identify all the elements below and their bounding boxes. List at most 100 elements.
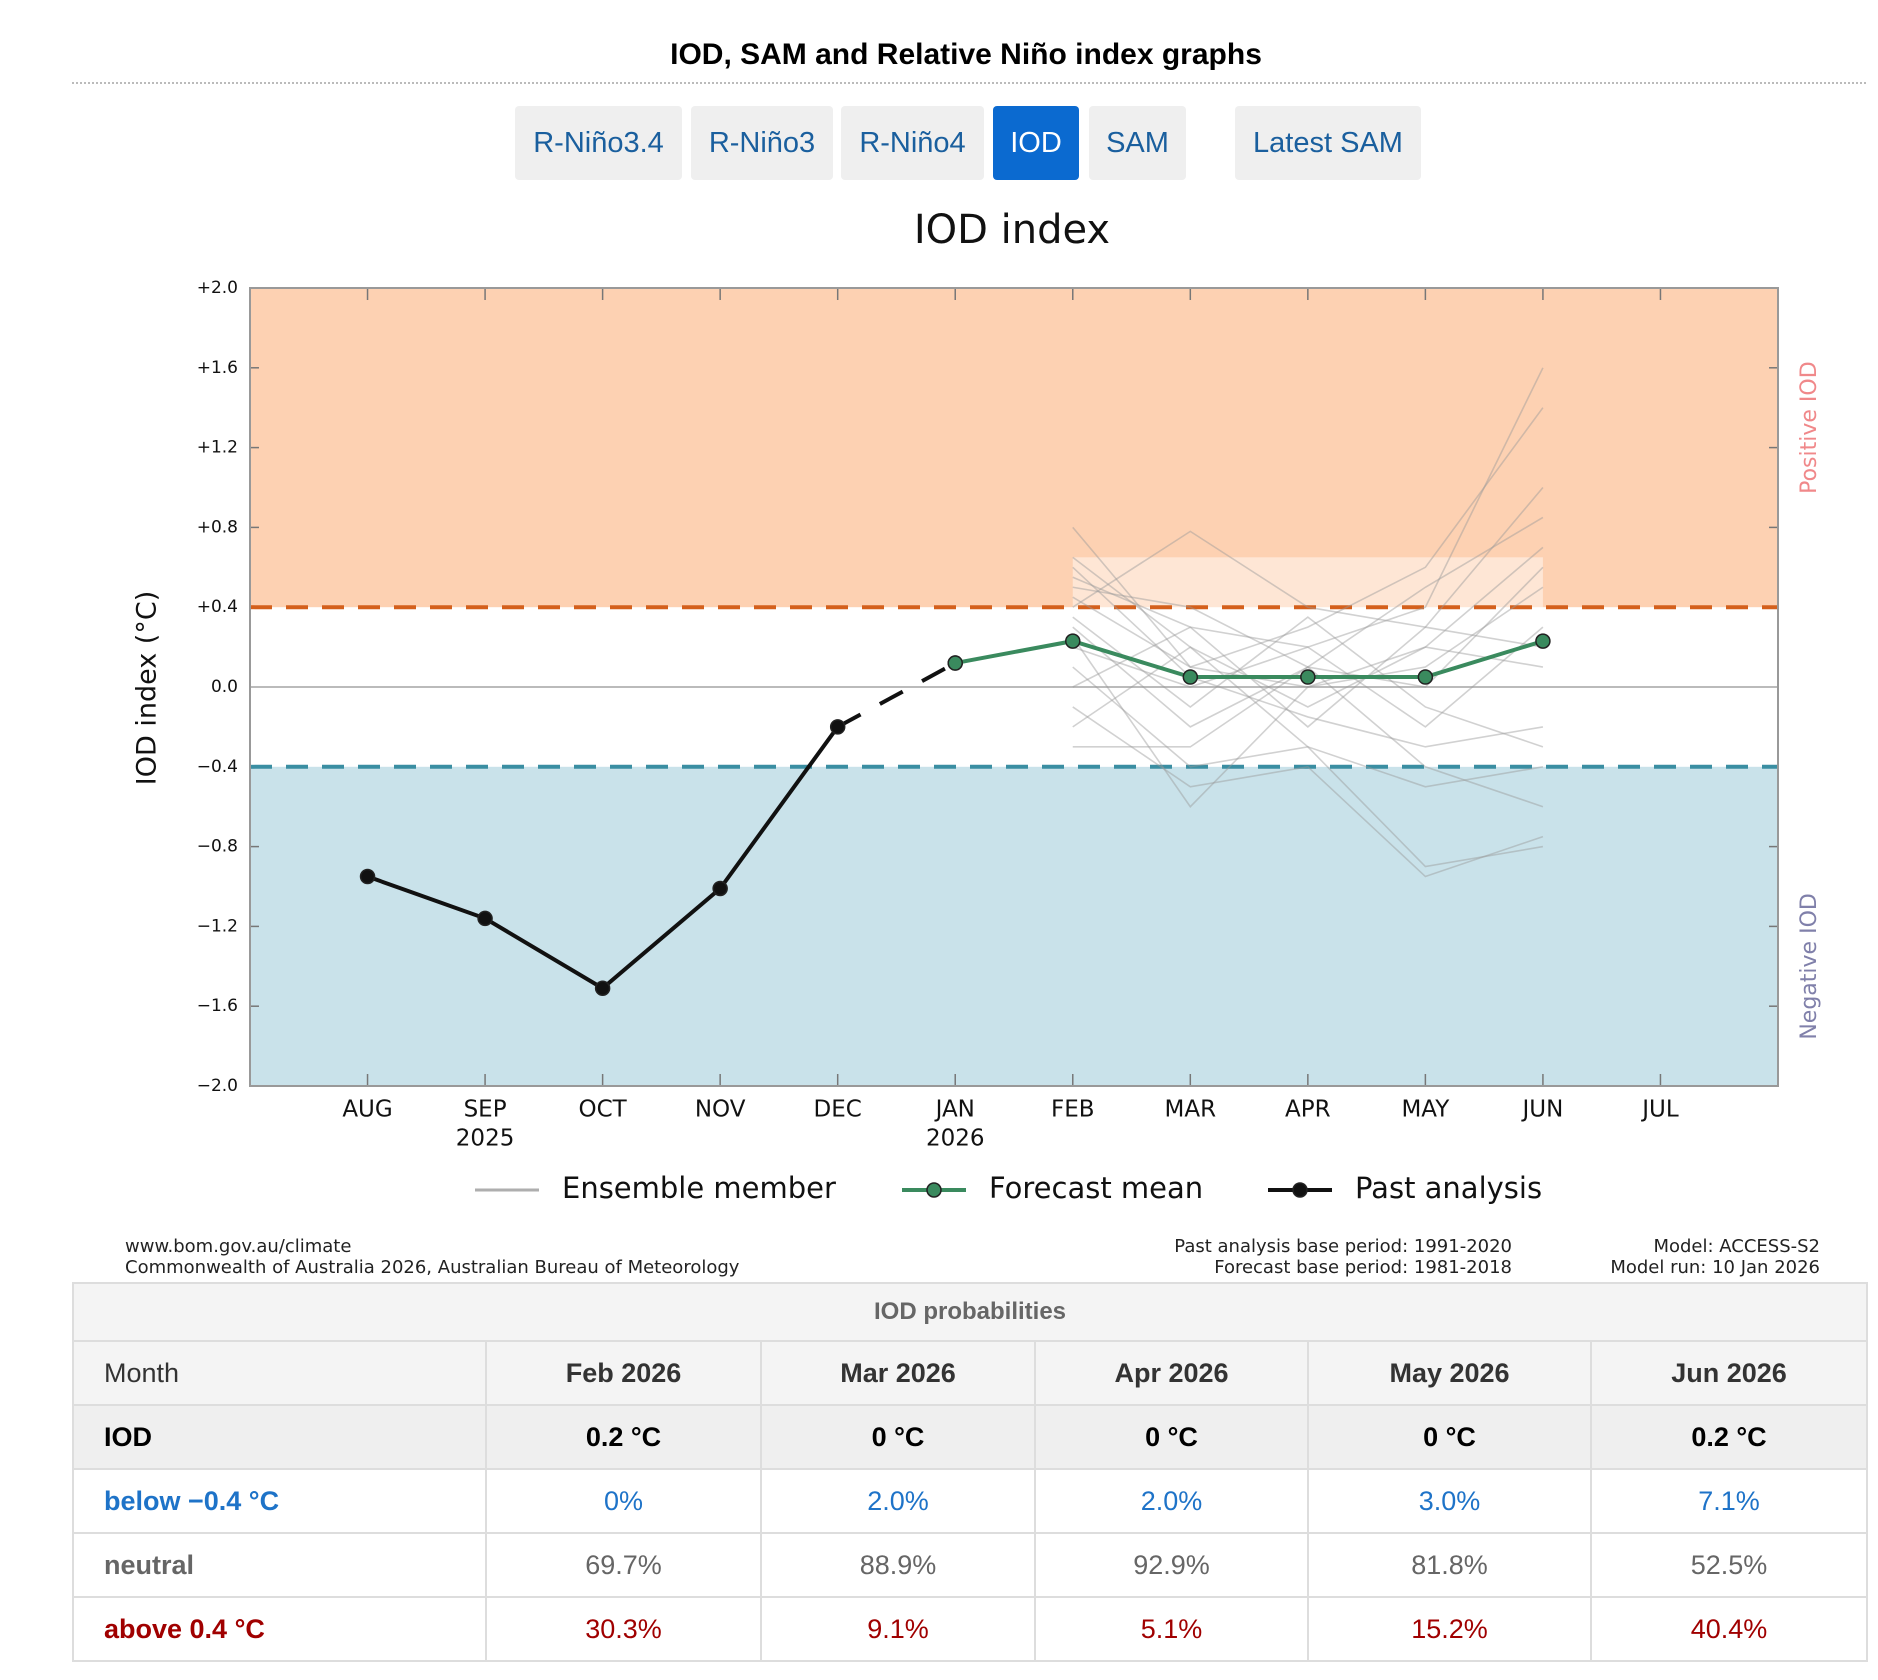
ensemble-line [1072, 626, 1544, 728]
table-row: below −0.4 °C 0% 2.0% 2.0% 3.0% 7.1% [72, 1468, 1868, 1534]
y-tick-label: −0.8 [197, 837, 238, 857]
value-cell: 69.7% [485, 1532, 762, 1598]
ensemble-highlight [1072, 557, 1543, 767]
series-marker [1065, 633, 1081, 649]
value-cell: 7.1% [1590, 1468, 1868, 1534]
table-header-row: Month Feb 2026 Mar 2026 Apr 2026 May 2026 Jun… [72, 1340, 1868, 1406]
table-row: IOD 0.2 °C 0 °C 0 °C 0 °C 0.2 °C [72, 1404, 1868, 1470]
header-cell: Mar 2026 [760, 1340, 1036, 1406]
tab-button[interactable]: R-Niño4 [841, 106, 984, 180]
legend-label: Ensemble member [562, 1171, 836, 1205]
series-marker [477, 910, 493, 927]
series-line [954, 639, 1544, 680]
ensemble-line [1072, 546, 1544, 708]
table-row: above 0.4 °C 30.3% 9.1% 5.1% 15.2% 40.4% [72, 1596, 1868, 1662]
value-cell: 2.0% [1034, 1468, 1309, 1534]
value-cell: 30.3% [485, 1596, 762, 1662]
value-cell: 3.0% [1307, 1468, 1592, 1534]
series-marker [1417, 669, 1434, 685]
ensemble-line [1072, 586, 1544, 688]
series-marker [947, 655, 963, 671]
x-tick-label: FEB [1051, 1097, 1095, 1123]
x-tick-label: APR [1285, 1097, 1331, 1123]
value-cell: 0% [485, 1468, 762, 1534]
value-cell: 88.9% [760, 1532, 1036, 1598]
plot-frame [249, 287, 1779, 1087]
x-tick-label: NOV [695, 1097, 746, 1123]
value-cell: 0.2 °C [485, 1404, 762, 1470]
value-cell: 0.2 °C [1590, 1404, 1868, 1470]
x-year-label: 2025 [456, 1126, 515, 1152]
x-tick-label: MAY [1401, 1097, 1450, 1123]
y-tick-label: 0.0 [211, 677, 238, 697]
band-label: Negative IOD [1797, 893, 1822, 1039]
header-cell: Jun 2026 [1590, 1340, 1868, 1406]
row-label: above 0.4 °C [72, 1596, 487, 1662]
header-cell: Month [72, 1340, 487, 1406]
iod-band [250, 766, 1778, 1086]
series-line-dashed [836, 661, 957, 729]
ensemble-line [1072, 666, 1544, 868]
x-tick-label: JAN [934, 1097, 975, 1123]
x-tick-label: OCT [579, 1097, 628, 1123]
ensemble-line [1072, 486, 1544, 629]
y-axis-label: IOD index (°C) [132, 591, 163, 785]
y-tick-label: +1.6 [197, 358, 238, 378]
row-label: neutral [72, 1532, 487, 1598]
legend-label: Forecast mean [989, 1171, 1203, 1205]
ensemble-line [1072, 616, 1544, 748]
tab-button[interactable]: R-Niño3 [691, 106, 833, 180]
series-marker [712, 880, 728, 897]
x-tick-label: AUG [342, 1097, 392, 1123]
value-cell: 2.0% [760, 1468, 1036, 1534]
x-year-label: 2026 [926, 1126, 985, 1152]
credit-text: Model run: 10 Jan 2026 [1610, 1257, 1820, 1278]
y-tick-label: +0.4 [197, 597, 238, 617]
chart-title: IOD index [914, 207, 1110, 253]
value-cell: 9.1% [760, 1596, 1036, 1662]
value-cell: 5.1% [1034, 1596, 1309, 1662]
value-cell: 81.8% [1307, 1532, 1592, 1598]
value-cell: 40.4% [1590, 1596, 1868, 1662]
y-tick-label: +2.0 [197, 278, 238, 298]
y-tick-label: −1.2 [197, 916, 238, 936]
series-marker [1182, 669, 1199, 685]
value-cell: 0 °C [1034, 1404, 1309, 1470]
series-marker [829, 719, 846, 735]
ensemble-line [1072, 566, 1544, 748]
x-tick-label: JUL [1640, 1097, 1679, 1123]
divider [72, 82, 1866, 84]
ensemble-line [1072, 407, 1544, 668]
probability-table: IOD probabilities Month Feb 2026 Mar 2026 A… [72, 1282, 1868, 1662]
tab-button[interactable]: SAM [1089, 106, 1186, 180]
credit-text: www.bom.gov.au/climate [125, 1236, 351, 1257]
header-cell: Feb 2026 [485, 1340, 762, 1406]
legend-label: Past analysis [1355, 1171, 1542, 1205]
row-label: IOD [72, 1404, 487, 1470]
y-tick-label: −2.0 [197, 1076, 238, 1096]
page-title: IOD, SAM and Relative Niño index graphs [670, 38, 1262, 71]
y-tick-label: +0.8 [197, 517, 238, 537]
ensemble-line [1072, 706, 1544, 878]
series-marker [594, 980, 611, 996]
value-cell: 0 °C [1307, 1404, 1592, 1470]
band-label: Positive IOD [1797, 361, 1822, 494]
table-row: neutral 69.7% 88.9% 92.9% 81.8% 52.5% [72, 1532, 1868, 1598]
credit-text: Model: ACCESS-S2 [1653, 1236, 1820, 1257]
tab-button[interactable]: R-Niño3.4 [515, 106, 682, 180]
tab-button[interactable]: Latest SAM [1235, 106, 1421, 180]
credit-text: Forecast base period: 1981-2018 [1214, 1257, 1512, 1278]
ensemble-line [1072, 646, 1544, 788]
legend-marker [1292, 1182, 1308, 1198]
series-marker [1535, 633, 1551, 649]
y-tick-label: +1.2 [197, 438, 238, 458]
header-cell: May 2026 [1307, 1340, 1592, 1406]
x-tick-label: JUN [1521, 1097, 1564, 1123]
tab-button[interactable]: IOD [993, 106, 1079, 180]
row-label: below −0.4 °C [72, 1468, 487, 1534]
x-tick-label: SEP [464, 1097, 507, 1123]
credit-text: Commonwealth of Australia 2026, Australi… [125, 1257, 740, 1278]
header-cell: Apr 2026 [1034, 1340, 1309, 1406]
value-cell: 52.5% [1590, 1532, 1868, 1598]
series-marker [1300, 669, 1316, 685]
